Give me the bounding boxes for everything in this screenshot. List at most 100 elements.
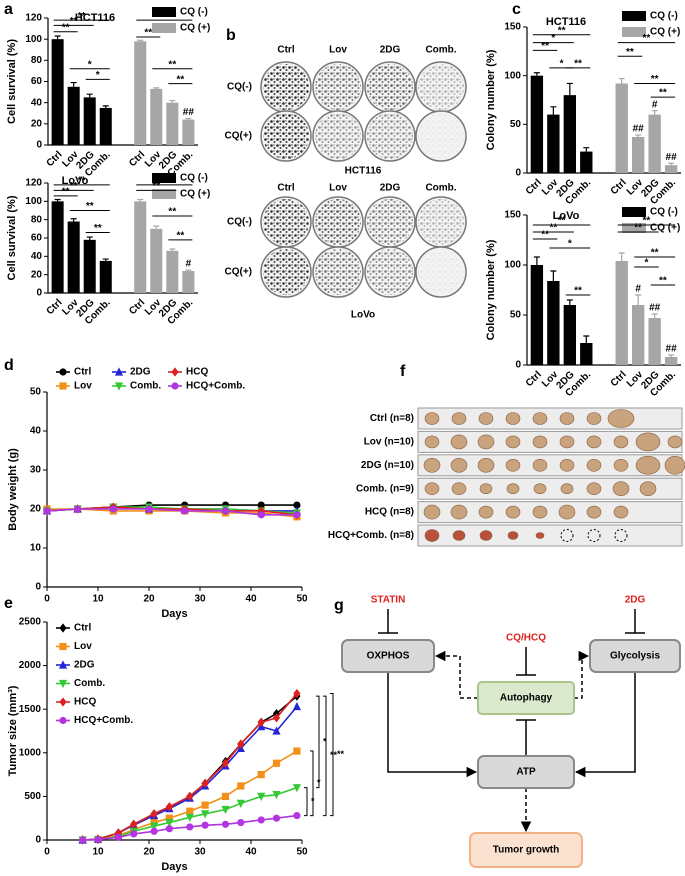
node-label: ATP [516, 767, 536, 778]
legend-label: HCQ [186, 367, 208, 378]
bar [51, 39, 64, 145]
marker [114, 833, 122, 841]
marker [221, 792, 230, 800]
y-tick-label: 1000 [19, 747, 42, 758]
x-tick-label: 30 [194, 594, 206, 605]
marker [186, 807, 194, 815]
row-label: CQ(-) [227, 217, 252, 228]
error-bar [583, 335, 590, 343]
tumor [586, 412, 602, 425]
panel-letter: f [400, 363, 406, 380]
error-bar [185, 269, 192, 271]
x-axis-label: Days [161, 608, 187, 620]
legend-label: HCQ+Comb. [74, 715, 133, 726]
inhibition-line [516, 719, 536, 756]
legend-label: 2DG [130, 367, 151, 378]
error-bar [583, 147, 590, 152]
tumor [559, 458, 575, 472]
tumor [450, 504, 468, 520]
bar [83, 97, 96, 145]
significance-label: ** [78, 175, 86, 186]
node-label: Autophagy [500, 693, 553, 704]
colonies [263, 64, 309, 110]
legend-label: 2DG [74, 660, 95, 671]
bar [632, 305, 645, 365]
significance-label: * [568, 239, 572, 250]
marker [292, 784, 301, 793]
marker [293, 811, 301, 820]
legend-label: Lov [74, 381, 92, 392]
diagram: STATIN CQ/HCQ 2DG OXPHOS Glycolysis Auto… [341, 595, 681, 868]
marker [74, 505, 82, 513]
y-axis-label: Body weight (g) [7, 448, 19, 531]
x-tick-label: 30 [194, 847, 206, 858]
column-label: Ctrl [277, 183, 294, 194]
x-tick-label: Ctrl [609, 177, 629, 197]
tumor [507, 531, 519, 540]
y-tick-label: 60 [31, 233, 43, 244]
colonies [315, 249, 361, 295]
bar [166, 250, 179, 293]
significance-bracket [316, 695, 320, 789]
column-label: Lov [329, 45, 347, 56]
inhibitor-label: CQ/HCQ [506, 633, 546, 644]
y-tick-label: 0 [515, 168, 521, 179]
colonies [418, 199, 464, 245]
legend-swatch [152, 189, 176, 199]
node-box [477, 681, 575, 715]
significance-label: ** [160, 175, 168, 186]
error-bar [102, 258, 109, 261]
inhibition-line [625, 609, 645, 634]
y-tick-label: 50 [510, 119, 522, 130]
significance-label: ** [541, 41, 549, 52]
node-label: Glycolysis [610, 651, 660, 662]
colonies [367, 64, 413, 110]
error-bar [668, 354, 675, 357]
tumor [559, 412, 575, 425]
marker [257, 501, 265, 509]
legend-label: CQ (-) [650, 207, 678, 218]
error-bar [70, 218, 77, 222]
significance-label: ** [574, 59, 582, 70]
significance-label: ** [626, 47, 634, 58]
error-bar [169, 99, 176, 103]
inhibitor-label: STATIN [371, 595, 406, 606]
significance-label: ** [70, 181, 78, 192]
marker [186, 791, 194, 801]
cell-line-label: LoVo [351, 310, 375, 321]
marker [181, 507, 189, 515]
significance-label: ** [643, 33, 651, 44]
row-label: 2DG (n=10) [361, 460, 414, 471]
marker [272, 726, 281, 735]
marker [130, 830, 138, 838]
marker [109, 505, 117, 513]
error-bar [86, 236, 93, 240]
significance-label: ** [549, 223, 557, 234]
y-tick-label: 80 [31, 214, 43, 225]
significance-label: ** [337, 749, 345, 759]
legend-label: CQ (+) [650, 27, 680, 38]
legend-label: Comb. [130, 381, 161, 392]
inhibition-line [516, 647, 536, 676]
marker [221, 758, 230, 768]
marker [59, 642, 67, 651]
marker [150, 827, 158, 835]
y-tick-label: 0 [35, 582, 41, 593]
tumor [505, 412, 521, 425]
marker [59, 716, 67, 725]
panel-letter: g [334, 597, 344, 614]
row-label: CQ(+) [225, 267, 253, 278]
significance-label: ** [176, 230, 184, 241]
inhibition-line [378, 609, 398, 634]
x-tick-label: 40 [245, 847, 257, 858]
error-bar [635, 134, 642, 137]
bar [150, 228, 163, 293]
marker [150, 822, 159, 831]
marker [186, 823, 194, 831]
error-bar [54, 35, 61, 40]
significance-label: ** [634, 223, 642, 234]
error-bar [635, 294, 642, 305]
y-tick-label: 0 [36, 288, 42, 299]
significance-label: ## [183, 107, 195, 118]
legend-label: Lov [74, 641, 92, 652]
